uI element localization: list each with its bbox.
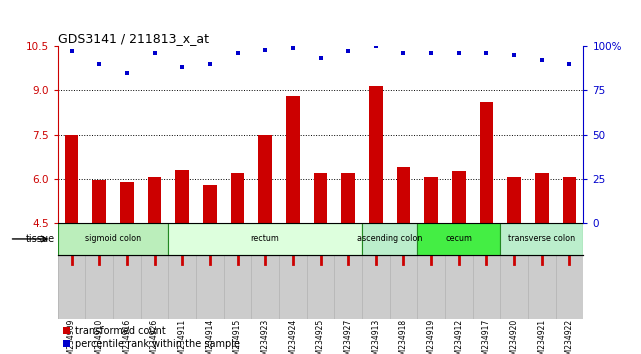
Point [288,45,298,51]
Text: rectum: rectum [251,234,279,244]
Bar [92,180,106,354]
Bar [362,223,417,255]
Bar [147,177,162,354]
Text: ascending colon: ascending colon [357,234,422,244]
Text: transverse colon: transverse colon [508,234,576,244]
Bar [424,177,438,354]
Point [537,57,547,63]
Bar [203,185,217,354]
Point [481,50,492,56]
Bar [507,177,521,354]
Bar [369,86,383,354]
Point [177,64,187,70]
Point [315,56,326,61]
Point [398,50,408,56]
Point [454,50,464,56]
Bar [231,173,244,354]
Bar [501,223,583,255]
Bar [397,167,410,354]
Text: tissue: tissue [26,234,54,244]
Bar [417,223,501,255]
Bar [258,135,272,354]
Point [343,48,353,54]
Legend: transformed count, percentile rank within the sample: transformed count, percentile rank withi… [63,326,240,349]
Bar [313,173,328,354]
Point [67,48,77,54]
Text: sigmoid colon: sigmoid colon [85,234,141,244]
Point [233,50,243,56]
Bar [479,102,494,354]
Point [204,61,215,67]
Point [426,50,437,56]
Text: cecum: cecum [445,234,472,244]
Bar [175,170,189,354]
Bar [65,135,78,354]
Bar [286,96,300,354]
Bar [563,177,576,354]
Bar [58,223,169,255]
Bar [169,223,362,255]
Point [94,61,104,67]
Bar [535,173,549,354]
Point [260,47,271,52]
Point [370,43,381,49]
Point [122,70,132,75]
Bar [120,182,134,354]
Point [149,50,160,56]
Bar [341,173,355,354]
Text: GDS3141 / 211813_x_at: GDS3141 / 211813_x_at [58,32,209,45]
Point [564,61,574,67]
Bar [452,171,466,354]
Point [509,52,519,58]
